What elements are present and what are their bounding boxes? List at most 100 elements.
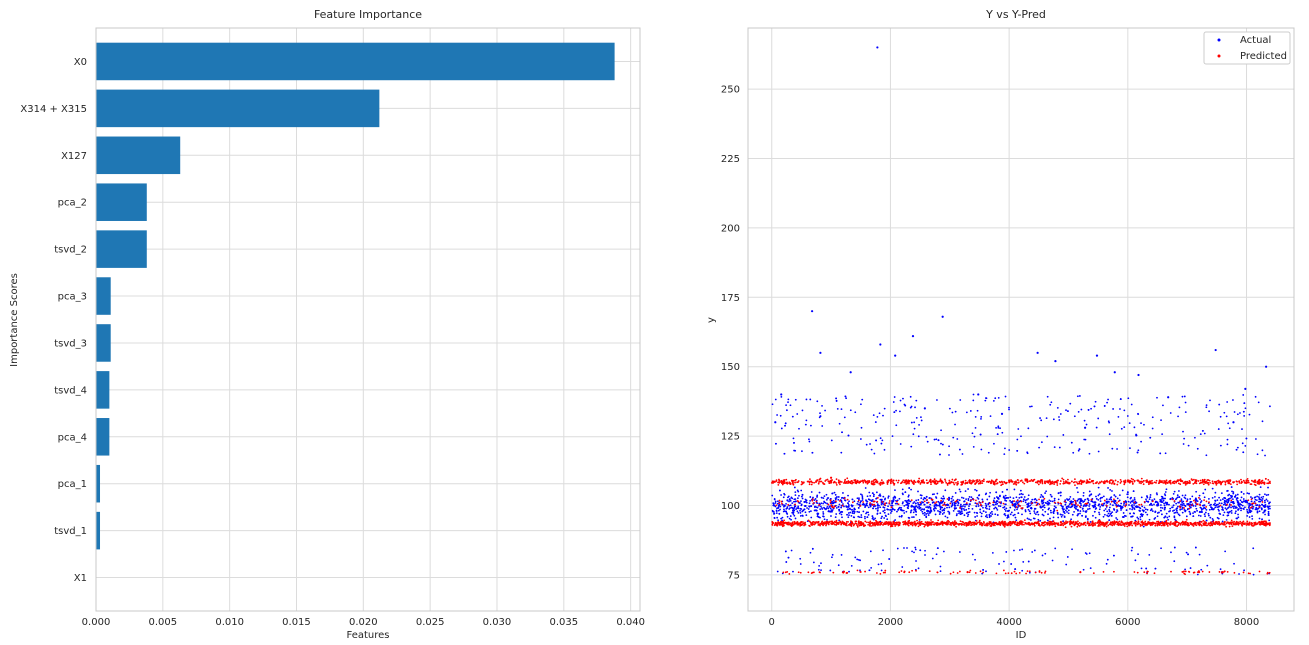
actual-point <box>918 503 921 506</box>
predicted-point <box>1011 480 1014 483</box>
left-x-tick-label: 0.005 <box>149 617 178 628</box>
predicted-point <box>999 481 1002 484</box>
actual-point <box>1009 499 1011 502</box>
actual-point <box>986 507 988 510</box>
actual-point <box>840 554 843 556</box>
actual-point <box>786 409 788 412</box>
predicted-point <box>1196 571 1199 574</box>
predicted-point <box>1204 481 1207 484</box>
predicted-point <box>959 507 961 509</box>
predicted-point <box>1208 501 1210 504</box>
actual-point <box>1256 453 1259 456</box>
actual-point <box>1200 508 1203 511</box>
actual-point <box>1027 502 1029 505</box>
actual-point <box>1233 505 1236 508</box>
predicted-point <box>1250 498 1253 501</box>
predicted-point <box>892 482 895 485</box>
actual-point <box>785 561 788 563</box>
actual-point <box>775 442 777 445</box>
actual-point <box>1149 503 1151 506</box>
actual-point <box>1053 497 1056 500</box>
actual-point <box>926 506 929 508</box>
actual-point <box>1203 432 1206 435</box>
bar-pca-1 <box>96 464 101 503</box>
actual-point <box>797 490 800 493</box>
actual-point <box>985 511 987 514</box>
actual-point <box>1057 492 1060 495</box>
actual-point <box>1230 512 1233 514</box>
actual-point <box>1113 509 1116 511</box>
actual-point <box>1136 516 1139 519</box>
predicted-point <box>1197 496 1200 499</box>
predicted-point <box>1060 524 1063 526</box>
actual-point <box>840 506 843 509</box>
actual-point <box>782 496 785 499</box>
actual-point <box>843 416 846 419</box>
predicted-point <box>1074 501 1077 504</box>
predicted-point <box>1062 482 1065 485</box>
predicted-point <box>944 478 946 481</box>
actual-point <box>800 489 803 492</box>
actual-point <box>1054 547 1057 550</box>
actual-point <box>978 494 981 496</box>
predicted-point <box>841 520 844 523</box>
actual-point <box>942 508 945 511</box>
actual-point <box>1264 501 1266 504</box>
actual-point <box>799 563 802 565</box>
actual-point <box>1251 517 1254 520</box>
predicted-point <box>827 503 830 506</box>
actual-point <box>776 516 779 519</box>
actual-point <box>1027 497 1030 500</box>
actual-point <box>995 496 998 498</box>
actual-point <box>1009 513 1012 516</box>
predicted-point <box>897 521 900 524</box>
predicted-point <box>1053 483 1056 485</box>
actual-point <box>1028 505 1030 508</box>
actual-point <box>831 492 834 495</box>
predicted-point <box>820 523 823 526</box>
actual-point <box>1189 498 1192 500</box>
actual-point <box>1237 501 1240 504</box>
actual-point <box>796 413 799 415</box>
actual-point <box>894 502 897 505</box>
actual-point <box>1244 500 1247 503</box>
actual-point <box>1140 567 1143 570</box>
actual-point <box>1050 401 1053 404</box>
actual-point <box>1021 493 1024 496</box>
actual-point <box>848 570 850 573</box>
actual-point <box>1226 438 1229 441</box>
predicted-point <box>1193 478 1195 481</box>
predicted-point <box>813 523 816 526</box>
actual-point <box>946 503 949 506</box>
actual-point <box>847 503 850 506</box>
actual-point <box>1232 507 1235 509</box>
actual-point <box>1033 510 1036 513</box>
actual-point <box>956 513 958 515</box>
left-y-tick-label: tsvd_1 <box>54 526 87 537</box>
actual-point <box>1103 513 1106 516</box>
actual-point <box>1003 453 1006 455</box>
predicted-point <box>1021 481 1024 484</box>
actual-point <box>1014 516 1017 519</box>
actual-point <box>994 513 997 516</box>
actual-point <box>816 400 819 403</box>
actual-point <box>794 498 797 501</box>
actual-point <box>876 46 879 49</box>
actual-point <box>1108 510 1111 513</box>
actual-point <box>1185 551 1188 554</box>
actual-point <box>948 407 951 410</box>
actual-point <box>1144 508 1147 511</box>
predicted-point <box>845 480 848 483</box>
actual-point <box>1242 507 1245 510</box>
actual-point <box>952 499 955 502</box>
actual-point <box>1026 452 1029 455</box>
actual-point <box>1132 490 1135 492</box>
actual-point <box>820 505 822 508</box>
actual-point <box>1206 564 1209 567</box>
predicted-point <box>933 523 936 526</box>
actual-point <box>1166 516 1169 519</box>
actual-point <box>994 503 997 506</box>
actual-point <box>793 441 795 444</box>
predicted-point <box>1048 524 1051 527</box>
actual-point <box>1247 506 1250 509</box>
